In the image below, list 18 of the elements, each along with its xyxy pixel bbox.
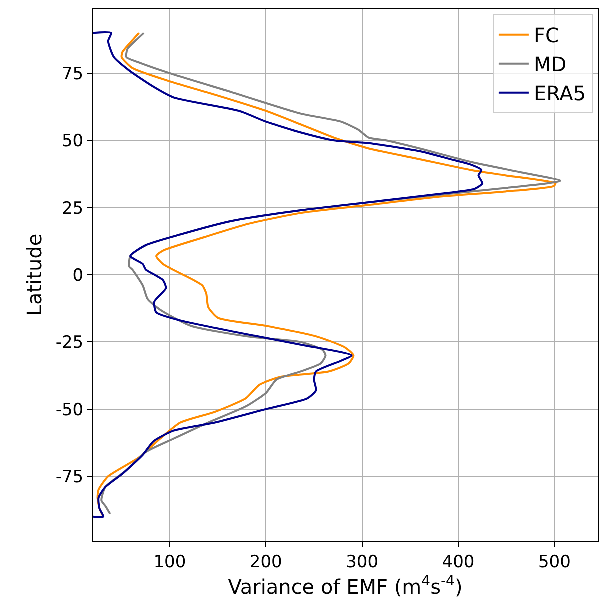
legend-label: FC <box>534 24 560 48</box>
legend-label: ERA5 <box>534 82 586 106</box>
y-tick-label: 75 <box>62 64 84 84</box>
y-tick-label: 50 <box>62 132 84 152</box>
x-tick-label: 100 <box>154 552 186 572</box>
y-axis-title: Latitude <box>22 234 46 316</box>
x-tick-label: 500 <box>538 552 571 572</box>
y-tick-label: -25 <box>56 333 84 354</box>
line-series <box>93 32 484 518</box>
x-tick-label: 400 <box>442 552 475 572</box>
x-tick-label: 300 <box>346 552 379 572</box>
x-axis-title: Variance of EMF (m$^{4}$s$^{-4}$) <box>228 574 463 599</box>
y-tick-label: -75 <box>56 467 84 488</box>
x-tick-label: 200 <box>250 552 282 572</box>
y-tick-label: 0 <box>72 266 84 286</box>
legend-label: MD <box>534 52 567 77</box>
y-tick-label: -50 <box>56 400 84 420</box>
y-tick-label: 25 <box>62 198 84 219</box>
